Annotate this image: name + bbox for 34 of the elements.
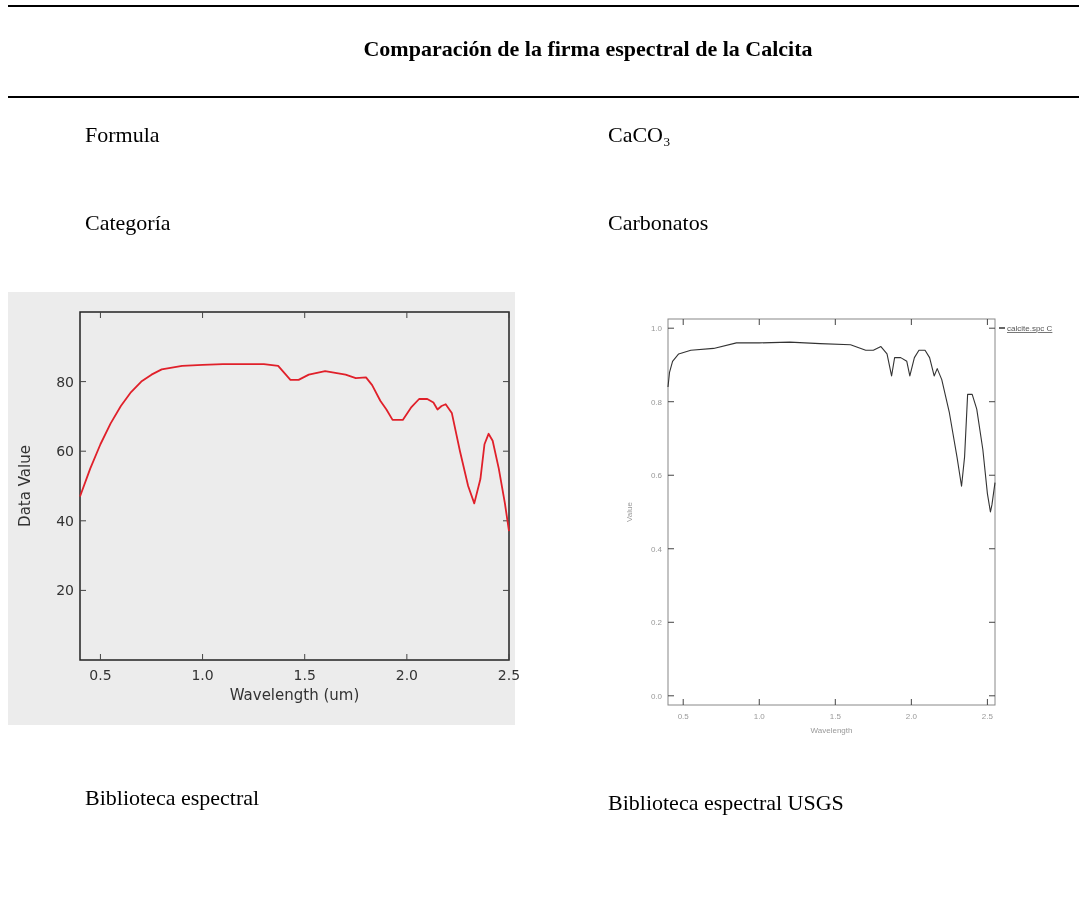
x-axis-title: Wavelength (um) — [229, 686, 360, 704]
y-tick-label: 1.0 — [650, 323, 663, 333]
line-series — [79, 363, 510, 533]
text: Carbonatos — [608, 210, 709, 235]
y-tick-label: 40 — [56, 512, 74, 529]
x-tick-label: 2.5 — [497, 667, 521, 683]
text: Categoría — [85, 210, 171, 235]
y-tick-label: 80 — [56, 373, 74, 390]
text: Biblioteca espectral USGS — [608, 790, 844, 815]
x-tick-label: 1.5 — [829, 712, 842, 721]
y-axis-title: Data Value — [16, 445, 34, 527]
x-tick-label: 1.5 — [293, 667, 316, 683]
x-tick-label: 1.0 — [191, 667, 214, 683]
x-tick-label: 2.0 — [395, 667, 418, 683]
y-tick-label: 20 — [56, 582, 74, 599]
line-series — [667, 341, 996, 513]
x-tick-label: 2.0 — [905, 712, 918, 721]
x-tick-label: 2.5 — [981, 712, 994, 721]
x-tick-label: 0.5 — [89, 667, 112, 683]
y-tick-label: 0.0 — [650, 691, 663, 701]
x-tick-label: 0.5 — [677, 712, 690, 721]
y-tick-label: 0.8 — [650, 397, 663, 407]
y-tick-label: 0.4 — [650, 544, 663, 554]
text: CaCO₃ — [608, 122, 671, 147]
legend-label: calcite.spc C — [1007, 324, 1053, 333]
y-tick-label: 60 — [56, 443, 74, 460]
y-axis-title: Value — [625, 501, 634, 522]
x-axis-title: Wavelength — [810, 726, 853, 735]
text: Formula — [85, 122, 160, 147]
y-tick-label: 0.2 — [650, 618, 663, 628]
y-tick-label: 0.6 — [650, 471, 663, 481]
x-tick-label: 1.0 — [753, 712, 766, 721]
text: Biblioteca espectral — [85, 785, 260, 810]
text: Comparación de la firma espectral de la Calcita — [363, 36, 813, 61]
